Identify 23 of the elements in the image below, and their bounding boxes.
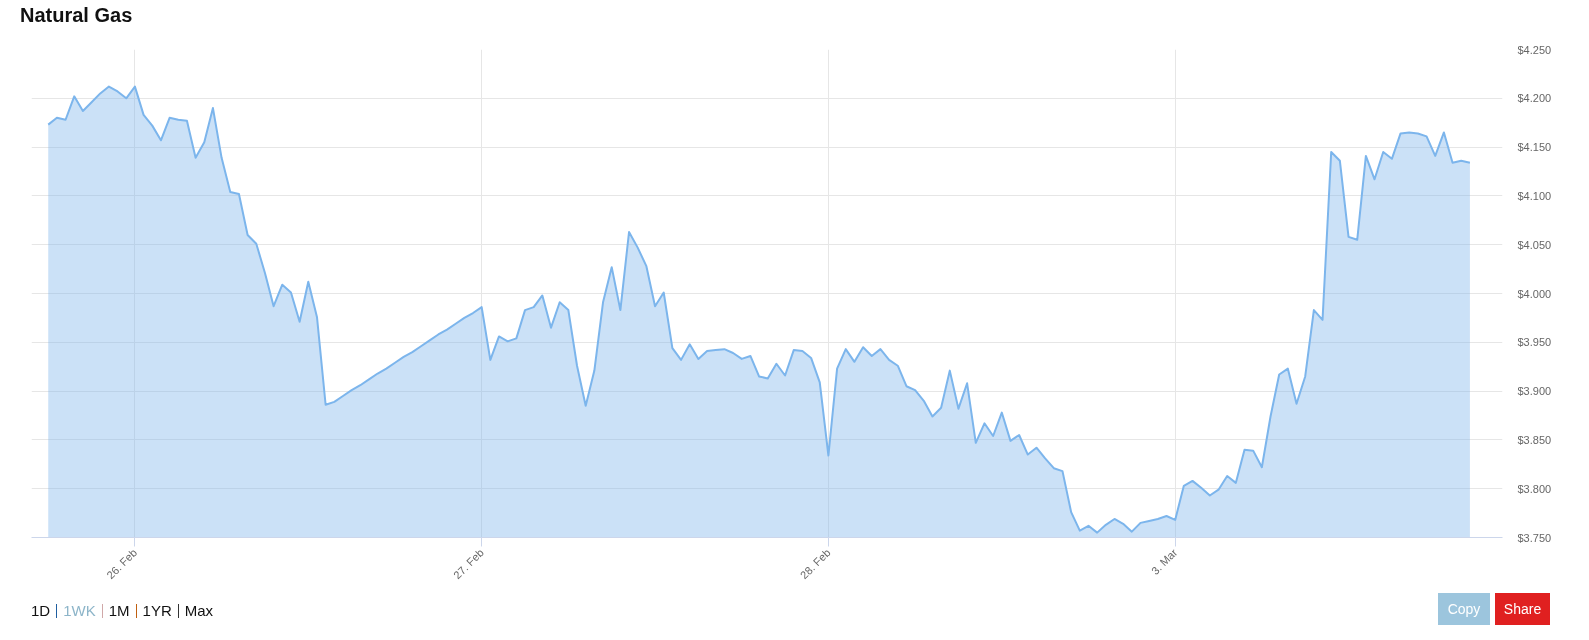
- y-tick-label: $3.900: [1517, 385, 1552, 398]
- y-tick-label: $4.250: [1517, 43, 1552, 56]
- y-tick-label: $3.800: [1517, 482, 1552, 495]
- x-tick-label: 27. Feb: [451, 546, 486, 582]
- text: 1D: [31, 602, 51, 619]
- y-tick-label: $4.150: [1517, 141, 1552, 154]
- x-tick-label: 26. Feb: [104, 546, 140, 582]
- text: Max: [184, 602, 214, 619]
- text: 1M: [108, 602, 130, 619]
- chart-title: Natural Gas: [20, 3, 133, 27]
- y-tick-label: $4.050: [1517, 238, 1552, 251]
- y-tick-label: $3.950: [1517, 336, 1552, 349]
- y-tick-label: $4.200: [1517, 92, 1552, 105]
- x-tick-label: 28. Feb: [797, 546, 833, 582]
- text: 1WK: [63, 602, 96, 619]
- text: 1YR: [142, 602, 172, 619]
- y-tick-label: $4.000: [1517, 287, 1552, 300]
- y-tick-label: $3.750: [1517, 531, 1552, 544]
- button: Copy: [1438, 593, 1490, 625]
- x-tick-label: 3. Mar: [1148, 546, 1180, 577]
- y-tick-label: $4.100: [1517, 189, 1552, 202]
- y-tick-label: $3.850: [1517, 433, 1552, 446]
- button: Share: [1495, 593, 1550, 625]
